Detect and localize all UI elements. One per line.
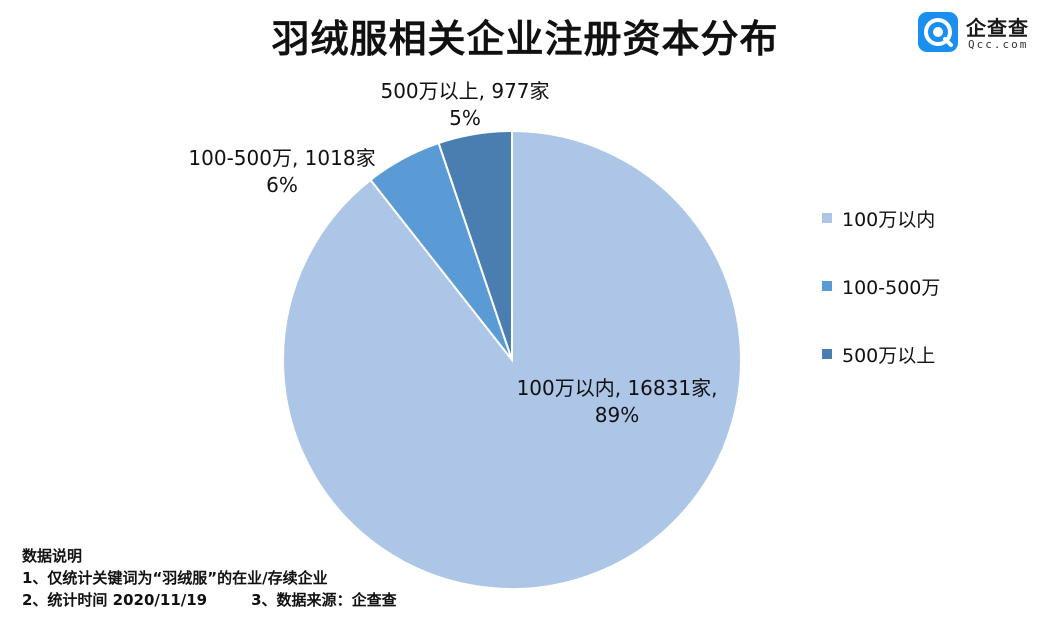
qcc-logo-icon [918,12,958,52]
legend-swatch [822,281,832,291]
pie-slices [282,129,742,590]
brand-domain: Qcc.com [968,38,1029,51]
notes-line: 1、仅统计关键词为“羽绒服”的在业/存续企业 [22,569,328,587]
legend-label: 500万以上 [842,344,936,367]
legend-swatch [822,349,832,359]
legend-label: 100-500万 [842,276,941,299]
notes-source: 3、数据来源：企查查 [251,591,397,609]
chart-title: 羽绒服相关企业注册资本分布 [271,17,779,61]
brand-name: 企查查 [966,16,1029,40]
notes-date: 2、统计时间 2020/11/19 [22,591,208,609]
brand-logo: 企查查 Qcc.com [918,10,1046,56]
notes-line: 2、统计时间 2020/11/19 3、数据来源：企查查 [22,589,397,611]
pie-slice [437,129,513,361]
pie-data-label: 100万以内, 16831家, 89% [517,376,718,427]
legend-label: 100万以内 [842,208,936,231]
legend-item: 100万以内 [822,203,935,233]
pie-data-label: 500万以上, 977家 5% [380,79,549,130]
pie-data-labels: 100万以内, 16831家, 89% 100-500万, 1018家 6%500万以… [188,79,717,427]
pie-data-label: 100-500万, 1018家 6% [188,146,375,197]
notes-heading: 数据说明 [22,547,83,565]
data-notes: 数据说明 1、仅统计关键词为“羽绒服”的在业/存续企业 2、统计时间 2020/… [22,545,397,611]
legend-swatch [822,213,832,223]
legend-item: 100-500万 [822,271,940,301]
legend-item: 500万以上 [822,339,935,369]
